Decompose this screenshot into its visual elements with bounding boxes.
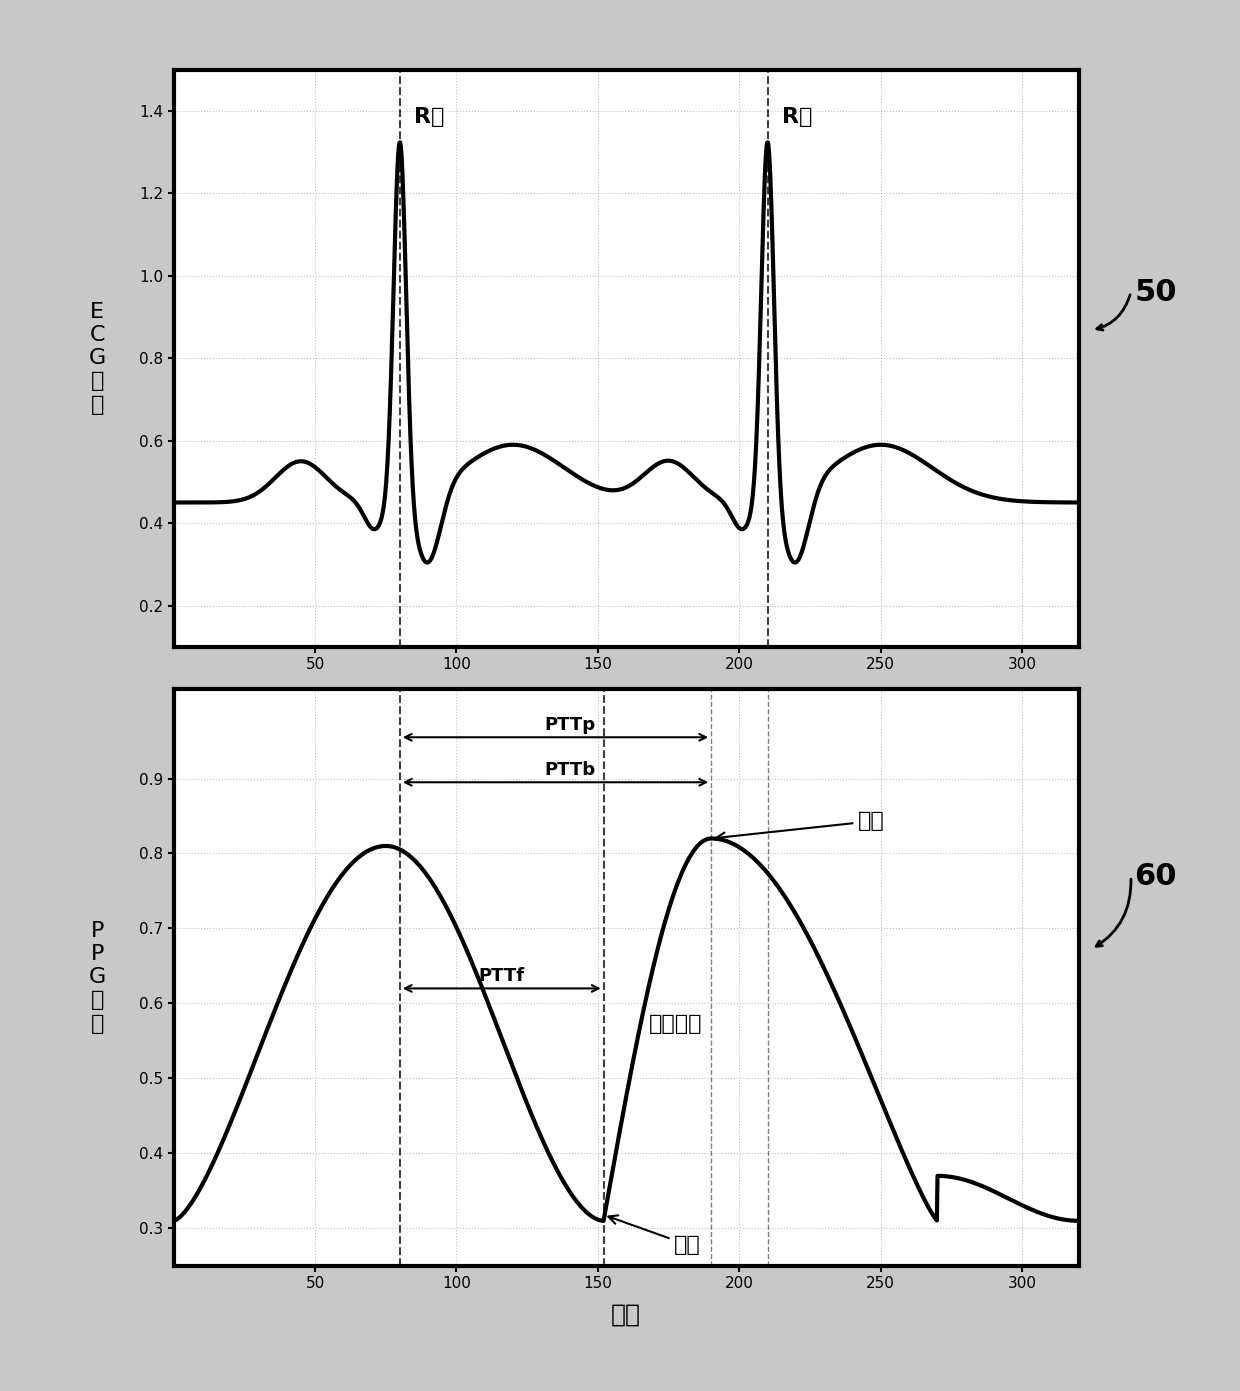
Text: R峰: R峰 [414, 107, 444, 127]
Text: 50: 50 [1135, 278, 1177, 306]
Text: 峰值: 峰值 [717, 811, 885, 842]
Text: PTTp: PTTp [544, 716, 595, 734]
Text: 足部: 足部 [609, 1216, 701, 1255]
Text: PTTf: PTTf [479, 967, 525, 985]
Text: 60: 60 [1135, 862, 1177, 890]
Text: 峰值斜率: 峰值斜率 [649, 1014, 702, 1034]
Y-axis label: P
P
G
信
号: P P G 信 号 [88, 921, 105, 1034]
Text: R峰: R峰 [781, 107, 812, 127]
Y-axis label: E
C
G
信
号: E C G 信 号 [88, 302, 105, 415]
X-axis label: 时间: 时间 [611, 1302, 641, 1327]
Text: PTTb: PTTb [544, 761, 595, 779]
